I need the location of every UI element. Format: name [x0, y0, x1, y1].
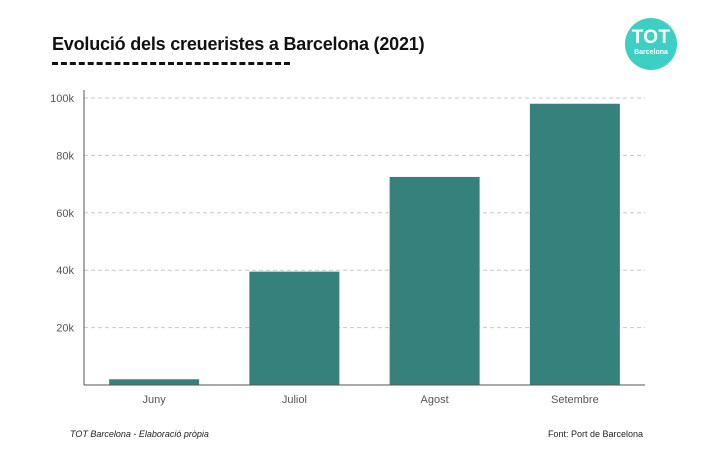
title-underline	[52, 62, 290, 65]
tot-barcelona-logo: TOT Barcelona	[625, 18, 677, 70]
bar	[389, 176, 480, 385]
y-tick-label: 60k	[56, 208, 74, 220]
tick-labels: 20k 40k 60k 80k 100k Juny Juliol Agost Setembre	[50, 93, 599, 406]
chart-title: Evolució dels creueristes a Barcelona (2…	[52, 34, 425, 54]
credit-text: TOT Barcelona - Elaboració pròpia	[70, 429, 209, 439]
bar	[109, 379, 200, 385]
x-tick-label: Juliol	[282, 394, 307, 406]
bar	[249, 271, 340, 385]
source-text: Font: Port de Barcelona	[547, 429, 643, 439]
x-tick-label: Setembre	[551, 394, 599, 406]
logo-subtext: Barcelona	[634, 49, 668, 56]
y-tick-label: 20k	[56, 323, 74, 335]
gridlines	[84, 97, 645, 329]
axes	[83, 90, 645, 386]
logo-text: TOT	[631, 27, 671, 48]
y-tick-label: 100k	[50, 93, 74, 105]
x-tick-label: Juny	[143, 394, 167, 406]
y-tick-label: 40k	[56, 265, 74, 277]
x-tick-label: Agost	[421, 394, 449, 406]
bars	[109, 103, 620, 386]
bar	[529, 103, 620, 386]
y-tick-label: 80k	[56, 150, 74, 162]
